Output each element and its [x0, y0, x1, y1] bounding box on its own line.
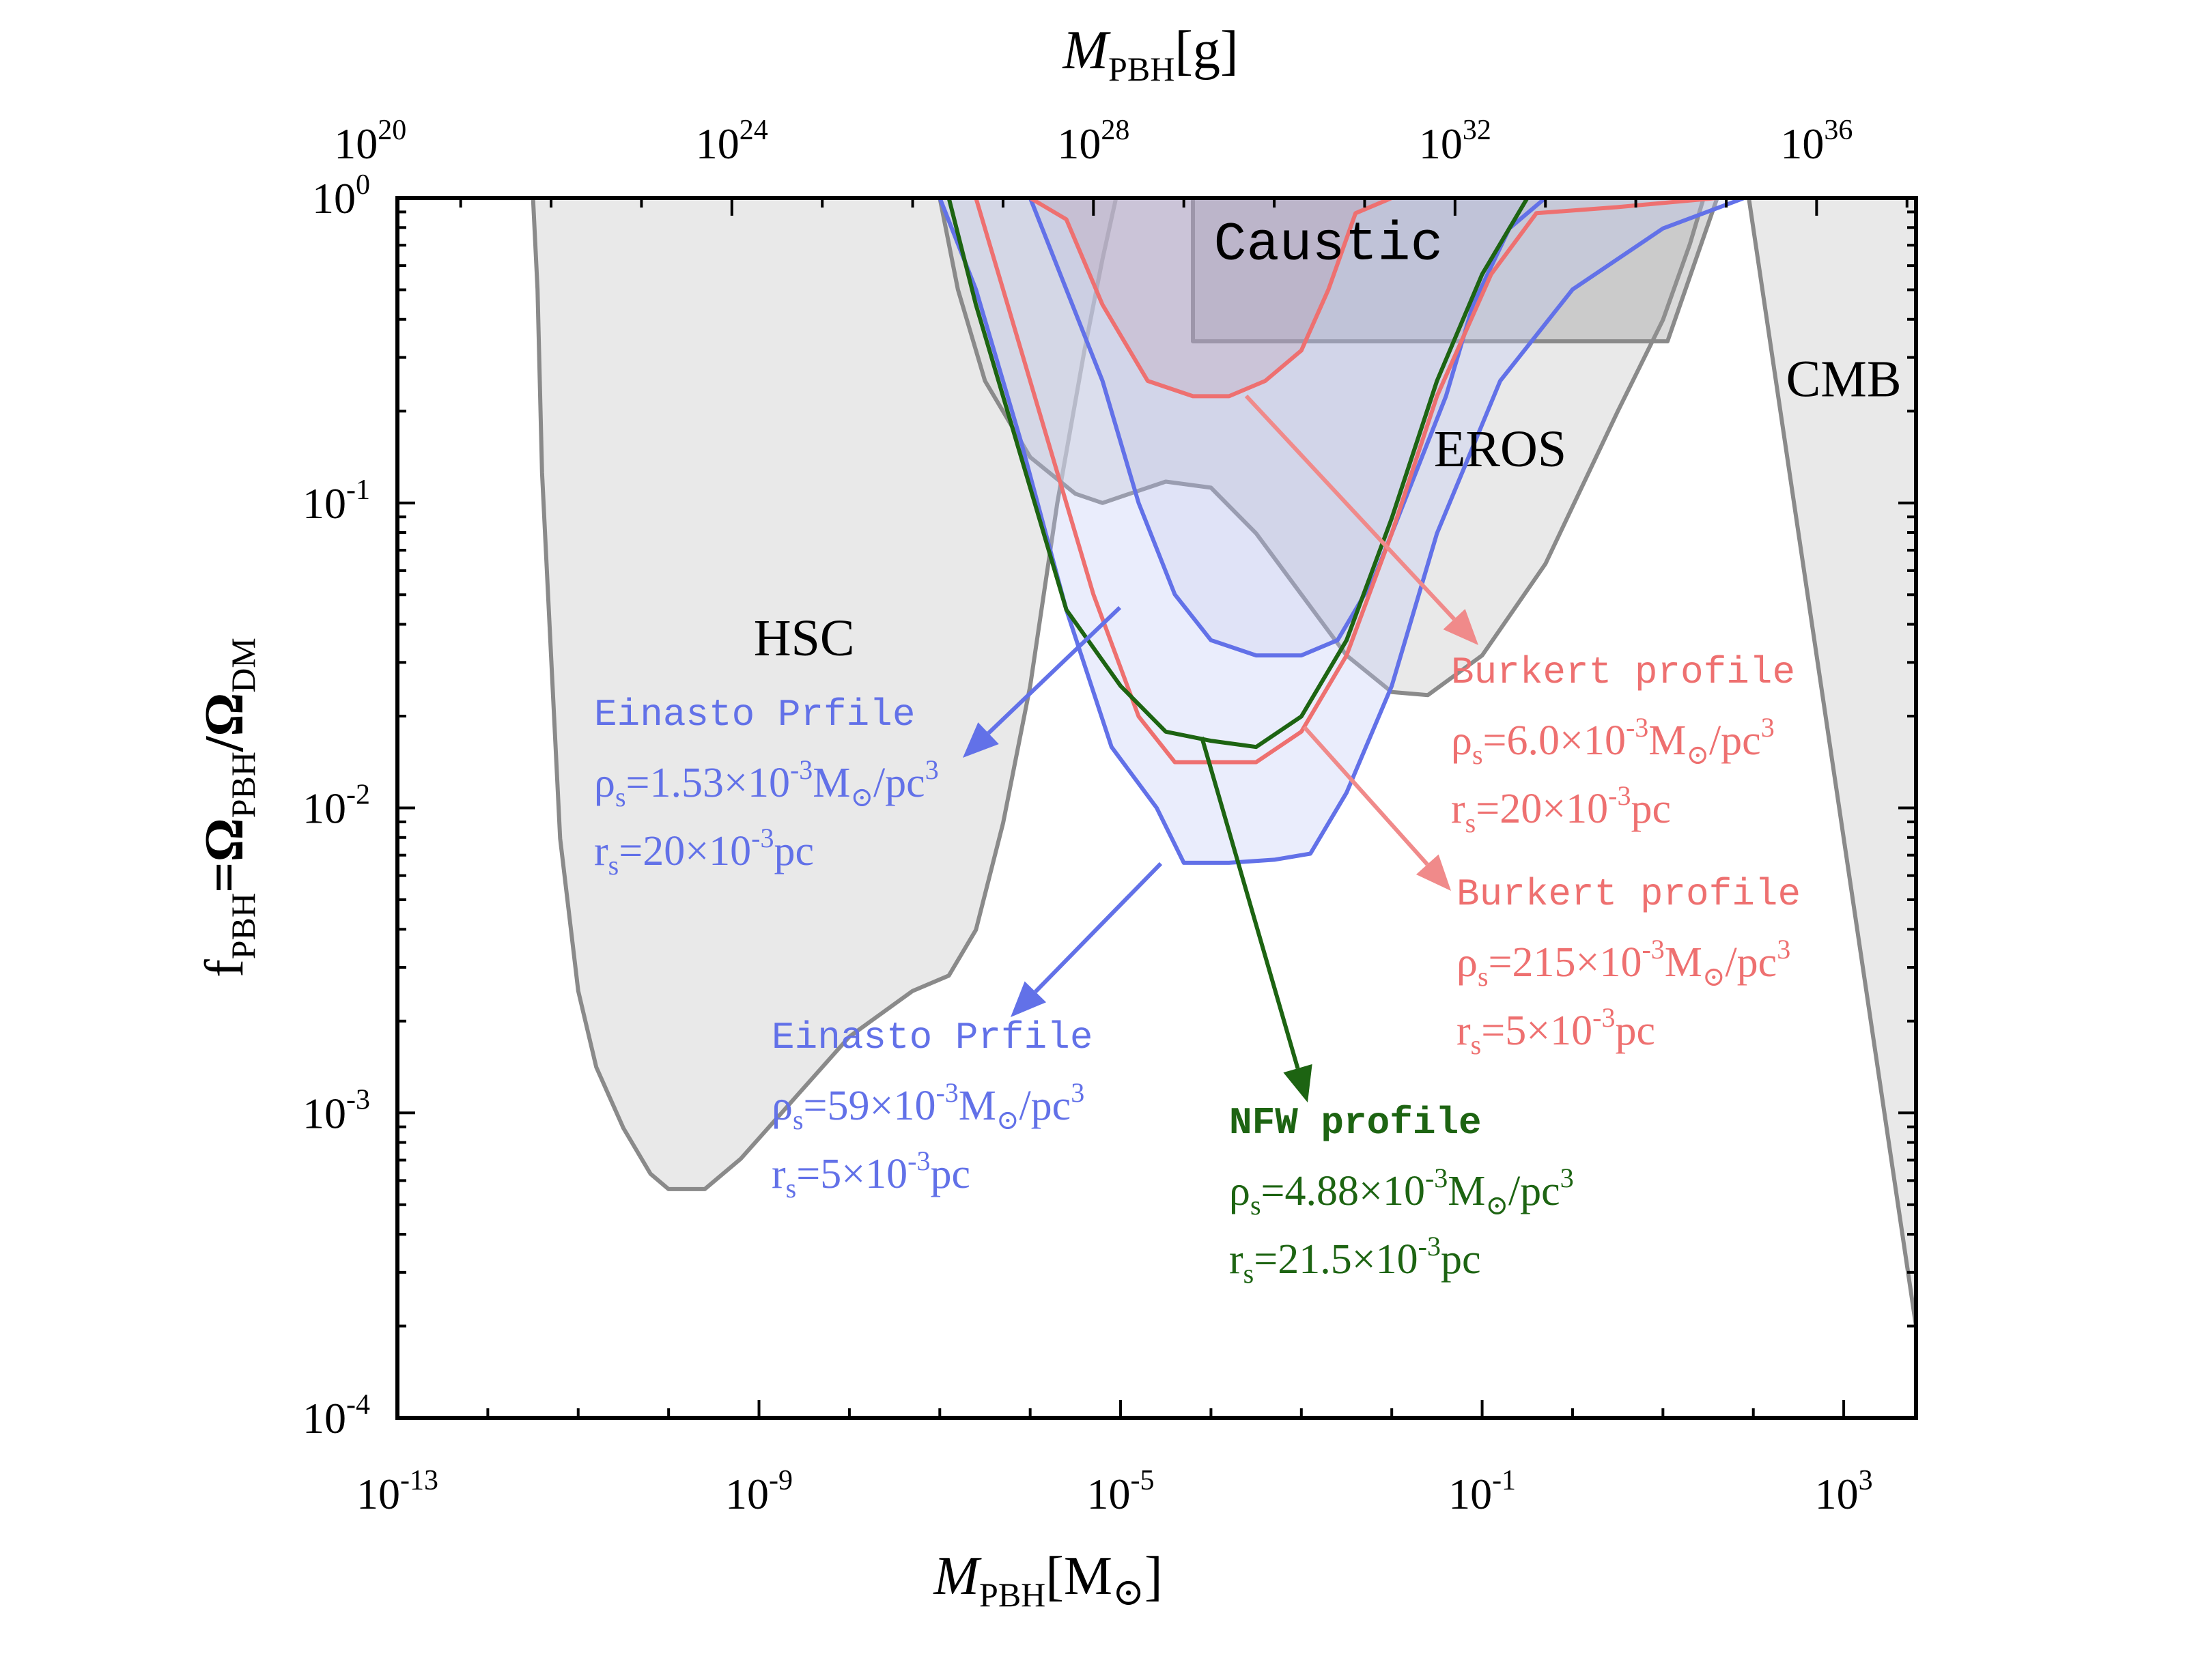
top-tick-label: 1020 [334, 115, 406, 168]
annotation-rho: ρs=1.53×10-3M⊙/pc3 [594, 754, 939, 812]
annotation-nfw: NFW profile ρs=4.88×10-3M⊙/pc3 rs=21.5×10-… [1229, 1101, 1574, 1289]
arrow-shaft [987, 606, 1122, 735]
tick-marks [396, 198, 1916, 1419]
left-tick-label: 10-1 [302, 474, 370, 528]
annotation-rs: rs=20×10-3pc [1451, 780, 1671, 838]
bottom-tick-label: 10-1 [1448, 1465, 1516, 1518]
arrow-burkert2 [1302, 725, 1451, 891]
region-label-caustic: Caustic [1213, 214, 1443, 276]
annotation-title: NFW profile [1229, 1101, 1482, 1145]
annotation-title: Burkert profile [1451, 651, 1795, 694]
annotation-rho: ρs=59×10-3M⊙/pc3 [772, 1077, 1084, 1135]
arrow-einasto2 [1011, 862, 1163, 1017]
constraint-eros-region [938, 198, 1706, 698]
left-tick-label: 10-3 [302, 1084, 370, 1137]
annotations: Einasto Prfile ρs=1.53×10-3M⊙/pc3 rs=20×10… [594, 394, 1801, 1289]
arrow-head [1283, 1064, 1312, 1102]
arrow-burkert1 [1244, 394, 1478, 645]
profile-curves [757, 198, 1747, 865]
left-tick-label: 10-4 [302, 1389, 370, 1442]
series-fill-1 [940, 198, 1745, 863]
annotation-rs: rs=21.5×10-3pc [1229, 1231, 1481, 1289]
arrow-shaft [1034, 862, 1163, 993]
arrow-shaft [1244, 394, 1456, 621]
constraint-caustic-region [1191, 198, 1719, 343]
x-axis-title: MPBH[M⊙] [933, 1546, 1162, 1614]
arrow-head [1011, 981, 1047, 1017]
top-tick-label: 1024 [696, 115, 768, 168]
bottom-tick-label: 10-5 [1087, 1465, 1155, 1518]
annotation-burkert2: Burkert profile ρs=215×10-3M⊙/pc3 rs=5×10-… [1456, 872, 1801, 1060]
series-fill-0 [1030, 198, 1546, 656]
series-line-3 [974, 198, 1719, 765]
annotation-rs: rs=5×10-3pc [1456, 1002, 1655, 1060]
arrow-nfw [1200, 737, 1312, 1102]
region-label-eros: EROS [1434, 421, 1566, 478]
top-tick-label: 1036 [1780, 115, 1853, 168]
y-axis-title: fPBH=ΩPBH/ΩDM [195, 638, 262, 978]
arrow-einasto1 [963, 606, 1122, 758]
annotation-rs: rs=20×10-3pc [594, 823, 814, 881]
annotation-einasto1: Einasto Prfile ρs=1.53×10-3M⊙/pc3 rs=20×10… [594, 693, 939, 881]
annotation-title: Einasto Prfile [772, 1016, 1093, 1059]
annotation-einasto2: Einasto Prfile ρs=59×10-3M⊙/pc3 rs=5×10-3p… [772, 1016, 1093, 1204]
bottom-tick-label: 10-13 [356, 1465, 438, 1518]
arrow-shaft [1200, 737, 1300, 1069]
annotation-rho: ρs=4.88×10-3M⊙/pc3 [1229, 1163, 1574, 1221]
region-label-hsc: HSC [754, 610, 855, 667]
annotation-title: Einasto Prfile [594, 693, 915, 737]
top-axis-title: MPBH[g] [1062, 20, 1238, 88]
region-label-cmb: CMB [1786, 350, 1902, 408]
bottom-tick-label: 10-9 [725, 1465, 793, 1518]
left-tick-label: 100 [312, 169, 370, 223]
constraint-cmb-region [1747, 198, 1916, 1328]
series-line-2 [757, 198, 1711, 399]
bottom-tick-label: 103 [1815, 1465, 1873, 1518]
constraint-regions [531, 198, 1916, 1328]
arrow-head [1443, 608, 1478, 645]
arrow-head [963, 722, 999, 758]
axis-labels: 10-13 10-9 10-5 10-1 103 1020 1024 1028 1032 1036… [195, 20, 1902, 1614]
annotation-rho: ρs=6.0×10-3M⊙/pc3 [1451, 712, 1775, 770]
top-tick-label: 1028 [1057, 115, 1129, 168]
top-tick-label: 1032 [1419, 115, 1491, 168]
annotation-rho: ρs=215×10-3M⊙/pc3 [1456, 934, 1790, 992]
annotation-title: Burkert profile [1456, 872, 1801, 916]
arrow-head [1416, 854, 1451, 891]
arrow-shaft [1302, 725, 1429, 866]
series-line-4 [946, 198, 1530, 750]
series-fill-2 [759, 198, 1708, 397]
left-tick-label: 10-2 [302, 780, 370, 833]
annotation-burkert1: Burkert profile ρs=6.0×10-3M⊙/pc3 rs=20×10… [1451, 651, 1795, 838]
annotation-rs: rs=5×10-3pc [772, 1145, 970, 1204]
